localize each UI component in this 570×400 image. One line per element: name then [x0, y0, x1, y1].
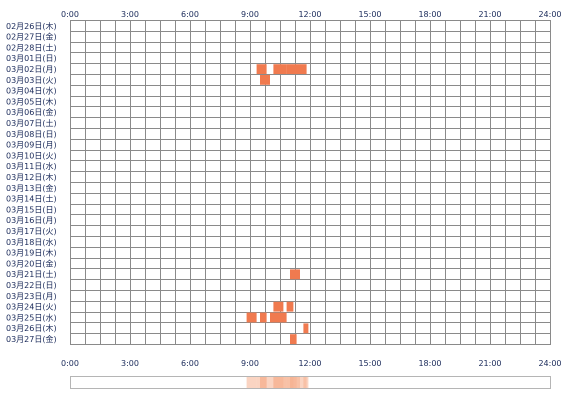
- row-label: 03月24日(火): [6, 303, 57, 312]
- activity-cell: [286, 64, 307, 74]
- row-label: 03月01日(日): [6, 54, 57, 63]
- plot-border: [70, 20, 551, 345]
- x-tick-label-bottom: 9:00: [241, 359, 259, 368]
- row-label: 03月04日(水): [6, 86, 57, 96]
- row-label: 03月21日(土): [6, 269, 57, 279]
- x-tick-label-bottom: 21:00: [478, 359, 501, 368]
- row-label: 03月09日(月): [6, 141, 57, 150]
- row-label: 03月10日(火): [6, 151, 57, 160]
- row-label: 03月17日(火): [6, 227, 57, 236]
- x-tick-label-top: 18:00: [418, 10, 441, 19]
- activity-cell: [256, 64, 267, 74]
- row-label: 03月13日(金): [6, 183, 57, 193]
- row-label: 03月15日(日): [6, 205, 57, 214]
- row-label: 03月14日(土): [6, 194, 57, 204]
- activity-cell: [303, 323, 309, 334]
- activity-cell: [290, 334, 297, 344]
- summary-strip: [70, 376, 551, 389]
- x-tick-label-bottom: 15:00: [358, 359, 381, 368]
- y-axis-date-labels: 02月26日(木)02月27日(金)02月28日(土) 03月01日(日) 03月0…: [6, 21, 57, 344]
- x-axis-bottom: 0:00 3:00 6:00 9:00 12:00 15:00 18:00 21:00 24:0…: [61, 359, 562, 368]
- row-label: 03月27日(金): [6, 334, 57, 344]
- row-label: 03月26日(木): [6, 323, 57, 333]
- activity-cell: [273, 301, 284, 312]
- summary-cell: [246, 377, 257, 388]
- row-label: 03月08日(日): [6, 130, 57, 139]
- summary-cell: [290, 377, 297, 388]
- row-label: 02月28日(土): [6, 42, 57, 52]
- row-label: 03月18日(水): [6, 237, 57, 247]
- x-tick-label-bottom: 0:00: [61, 359, 79, 368]
- x-axis-top: 0:00 3:00 6:00 9:00 12:00 15:00 18:00 21:00 24:0…: [61, 10, 562, 19]
- row-label: 02月26日(木): [6, 21, 57, 31]
- x-tick-label-bottom: 6:00: [181, 359, 199, 368]
- activity-cell: [273, 64, 287, 74]
- row-label: 03月20日(金): [6, 258, 57, 268]
- row-label: 03月25日(水): [6, 312, 57, 322]
- x-tick-label-bottom: 18:00: [418, 359, 441, 368]
- activity-cell: [286, 301, 294, 312]
- row-label: 03月12日(木): [6, 172, 57, 182]
- row-label: 03月06日(金): [6, 107, 57, 117]
- x-tick-label-top: 9:00: [241, 10, 259, 19]
- summary-cell: [260, 377, 267, 388]
- x-tick-label-top: 6:00: [181, 10, 199, 19]
- row-label: 03月23日(月): [6, 292, 57, 301]
- x-tick-label-top: 24:00: [538, 10, 561, 19]
- summary-cell: [270, 377, 287, 388]
- row-label: 03月16日(月): [6, 216, 57, 225]
- x-tick-label-top: 21:00: [478, 10, 501, 19]
- row-label: 03月19日(木): [6, 248, 57, 258]
- activity-cells: [246, 64, 309, 344]
- x-tick-label-top: 3:00: [121, 10, 139, 19]
- row-label: 03月03日(火): [6, 76, 57, 85]
- row-label: 02月27日(金): [6, 32, 57, 42]
- summary-cell: [303, 377, 309, 388]
- x-tick-label-top: 0:00: [61, 10, 79, 19]
- plot-grid: [70, 20, 551, 345]
- row-label: 03月11日(水): [6, 161, 57, 171]
- x-tick-label-top: 15:00: [358, 10, 381, 19]
- x-tick-label-bottom: 12:00: [298, 359, 321, 368]
- x-tick-label-bottom: 24:00: [538, 359, 561, 368]
- activity-cell: [260, 75, 270, 85]
- row-label: 03月02日(月): [6, 65, 57, 74]
- activity-cell: [270, 312, 287, 323]
- row-label: 03月07日(土): [6, 118, 57, 128]
- activity-cell: [290, 269, 300, 280]
- activity-cell: [246, 312, 257, 323]
- row-label: 03月05日(木): [6, 96, 57, 106]
- x-tick-label-top: 12:00: [298, 10, 321, 19]
- row-label: 03月22日(日): [6, 281, 57, 290]
- x-tick-label-bottom: 3:00: [121, 359, 139, 368]
- summary-frame: [70, 376, 551, 389]
- activity-cell: [260, 312, 267, 323]
